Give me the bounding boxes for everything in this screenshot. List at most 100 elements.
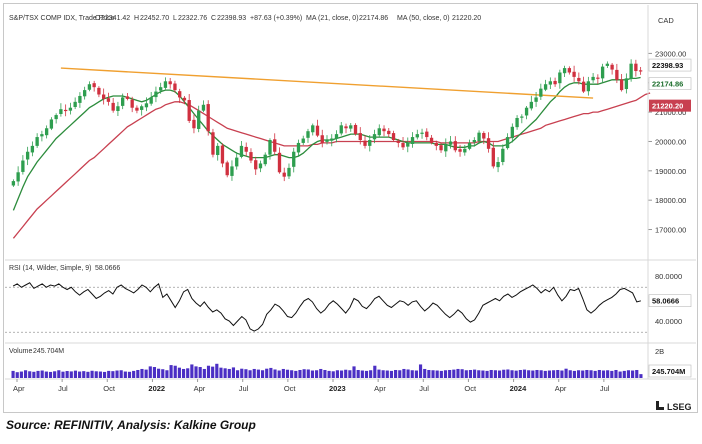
volume-bar — [223, 368, 227, 378]
volume-bar — [48, 371, 53, 378]
candle-body — [92, 83, 96, 88]
candle-body — [387, 130, 391, 135]
volume-bar — [127, 371, 132, 378]
volume-bar — [161, 369, 165, 378]
volume-bar — [136, 369, 140, 378]
candle-body — [87, 84, 92, 90]
ohlc-open-label: O — [95, 15, 101, 22]
rsi-tick-label: 80.0000 — [655, 272, 682, 281]
volume-bar — [198, 367, 202, 378]
volume-bar — [639, 374, 643, 378]
volume-bar — [414, 370, 418, 378]
volume-pane: Volume 245.704M 2B 245.704M — [5, 342, 696, 378]
volume-bar — [377, 369, 381, 378]
candle-body — [106, 98, 111, 102]
candle-body — [368, 140, 372, 146]
candle-body — [486, 138, 491, 149]
candle-body — [553, 80, 557, 85]
volume-bar — [443, 370, 448, 378]
volume-bar — [339, 370, 344, 378]
volume-bar — [177, 367, 181, 378]
volume-bar — [98, 371, 102, 378]
candle-body — [154, 91, 158, 98]
volume-bar — [535, 369, 539, 378]
volume-value-header: 245.704M — [33, 348, 64, 355]
candle-body — [463, 148, 467, 153]
price-tick-label: 21000.00 — [655, 108, 686, 117]
volume-bar — [65, 371, 69, 378]
volume-bar — [173, 365, 177, 378]
price-tick-label: 18000.00 — [655, 196, 686, 205]
lseg-logo: LSEG — [656, 401, 692, 412]
x-tick-label: Oct — [284, 384, 297, 393]
candle-body — [163, 81, 168, 88]
volume-bar — [40, 370, 44, 378]
candle-body — [458, 149, 462, 152]
candle-body — [235, 157, 239, 167]
volume-bar — [481, 370, 485, 378]
candle-body — [349, 125, 353, 129]
volume-bar — [468, 369, 473, 378]
candle-body — [439, 145, 443, 151]
candle-body — [197, 110, 201, 129]
candle-body — [182, 97, 187, 101]
candle-body — [16, 172, 20, 182]
price-tick-label: 17000.00 — [655, 226, 686, 235]
volume-bar — [568, 370, 572, 378]
candle-body — [524, 107, 529, 116]
candle-body — [562, 68, 567, 74]
volume-bar — [107, 370, 111, 378]
volume-tick-label: 2B — [655, 347, 664, 356]
candle-body — [586, 81, 591, 92]
candle-body — [159, 87, 163, 91]
candle-body — [358, 133, 362, 140]
volume-bar — [256, 369, 260, 378]
volume-bar — [181, 368, 186, 378]
volume-bar — [306, 369, 310, 378]
candle-body — [249, 152, 253, 161]
currency-label: CAD — [658, 16, 674, 25]
volume-bar — [73, 370, 78, 378]
volume-bar — [369, 370, 373, 378]
volume-bar — [389, 370, 394, 378]
candle-body — [311, 125, 315, 133]
candle-body — [268, 140, 272, 155]
x-tick-label: 2022 — [148, 384, 165, 393]
candle-body — [244, 146, 248, 152]
candle-body — [496, 162, 500, 168]
candle-body — [101, 94, 106, 99]
candle-body — [629, 63, 633, 80]
candle-body — [263, 154, 267, 165]
ohlc-close-label: C — [211, 15, 216, 22]
logo-mark-bar — [659, 407, 664, 410]
candle-body — [273, 139, 277, 152]
volume-bar — [593, 370, 597, 378]
source-caption: Source: REFINITIV, Analysis: Kalkine Gro… — [6, 418, 256, 432]
volume-bar — [32, 371, 36, 378]
candle-body — [44, 128, 49, 136]
candle-body — [353, 124, 358, 135]
ohlc-close: 22398.93 — [217, 15, 246, 22]
candle-body — [624, 78, 629, 90]
volume-bar — [427, 369, 431, 378]
volume-bar — [231, 367, 236, 378]
volume-bar — [302, 369, 306, 378]
candle-body — [277, 152, 282, 173]
candle-body — [510, 126, 514, 139]
candle-body — [453, 141, 457, 151]
chart-canvas: S&P/TSX COMP IDX, Trade Price O 22341.42… — [5, 5, 696, 412]
volume-bar — [115, 370, 119, 378]
ma21-value: 22174.86 — [359, 15, 388, 22]
candle-body — [125, 96, 130, 99]
candle-body — [415, 134, 419, 138]
candle-body — [429, 137, 434, 143]
volume-bar — [560, 370, 564, 378]
candle-body — [396, 140, 400, 143]
volume-bar — [11, 370, 15, 378]
volume-bar — [90, 370, 94, 378]
candle-body — [410, 137, 415, 144]
volume-badge-bg — [648, 364, 692, 378]
volume-bar — [260, 370, 265, 378]
volume-bar — [398, 370, 402, 378]
price-tick-label: 23000.00 — [655, 49, 686, 58]
